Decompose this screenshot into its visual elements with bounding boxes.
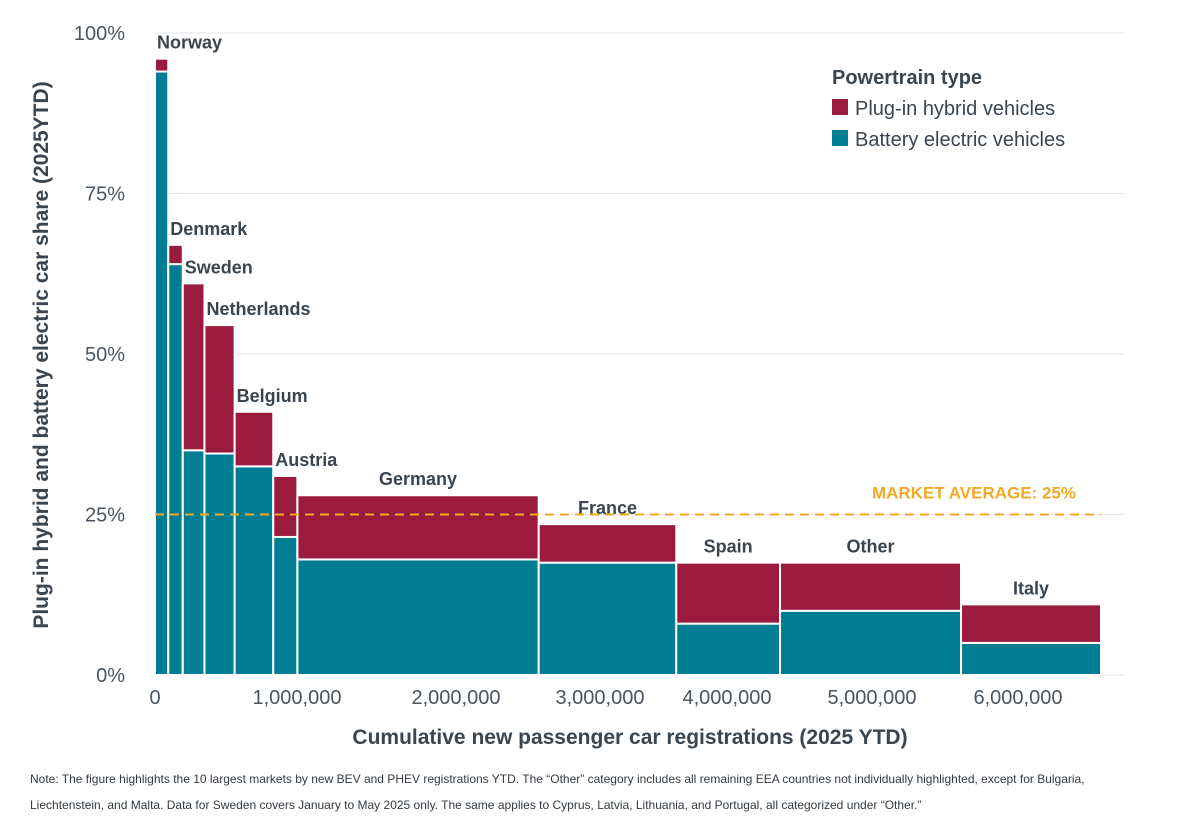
footnote: Note: The figure highlights the 10 large… <box>30 772 1085 812</box>
x-tick-label: 4,000,000 <box>683 687 772 709</box>
bar-bev <box>167 263 184 676</box>
bar-phev <box>203 324 236 455</box>
y-tick-label: 25% <box>85 505 125 527</box>
country-label: Germany <box>379 469 457 489</box>
bars: Norway Denmark Sweden Netherlands Belgium Aus… <box>154 33 1103 677</box>
bar-phev <box>181 282 206 452</box>
bar-bev <box>181 449 206 676</box>
legend-swatch-phev <box>832 99 848 115</box>
bar-phev <box>154 57 170 73</box>
market-average: MARKET AVERAGE: 25% <box>155 484 1101 516</box>
bar-phev <box>272 474 299 538</box>
y-axis-title: Plug-in hybrid and battery electric car … <box>30 81 53 628</box>
legend-title: Powertrain type <box>832 67 982 89</box>
bar-bev <box>675 622 782 677</box>
x-tick-label: 3,000,000 <box>556 687 645 709</box>
x-tick-label: 6,000,000 <box>974 687 1063 709</box>
bar-bev <box>296 558 540 676</box>
bar-phev <box>537 523 678 564</box>
bar-phev <box>233 410 275 468</box>
legend-label-phev: Plug-in hybrid vehicles <box>855 98 1055 120</box>
chart: Norway Denmark Sweden Netherlands Belgium Aus… <box>30 23 1125 749</box>
bar-phev <box>960 603 1103 644</box>
country-label: Norway <box>157 33 222 53</box>
legend-label-bev: Battery electric vehicles <box>855 129 1065 151</box>
market-average-label: MARKET AVERAGE: 25% <box>872 484 1076 503</box>
legend-swatch-bev <box>832 130 848 146</box>
x-tick-label: 5,000,000 <box>828 687 917 709</box>
x-axis-title: Cumulative new passenger car registratio… <box>352 726 907 749</box>
y-tick-label: 50% <box>85 344 125 366</box>
bar-bev <box>960 641 1103 677</box>
country-label: Netherlands <box>206 299 310 319</box>
tick-labels: 0% 25% 50% 75% 100% 0 1,000,000 2,000,000 3,000,… <box>74 23 1063 709</box>
country-label: Denmark <box>170 219 248 239</box>
bar-bev <box>779 609 963 676</box>
country-label: Austria <box>275 450 338 470</box>
bar-bev <box>537 561 678 677</box>
bar-bev <box>233 465 275 676</box>
bar-phev <box>167 243 184 266</box>
y-tick-label: 0% <box>96 665 125 687</box>
country-label: France <box>578 498 637 518</box>
y-tick-label: 75% <box>85 184 125 206</box>
bar-bev <box>272 535 299 676</box>
bar-bev <box>154 70 170 676</box>
bar-bev <box>203 452 236 677</box>
x-tick-label: 2,000,000 <box>412 687 501 709</box>
country-label: Italy <box>1013 578 1049 598</box>
country-label: Other <box>847 537 895 557</box>
country-label: Belgium <box>237 386 308 406</box>
legend: Powertrain type Plug-in hybrid vehicles … <box>832 67 1065 151</box>
bar-phev <box>675 561 782 625</box>
y-tick-label: 100% <box>74 23 125 45</box>
bar-phev <box>296 494 540 561</box>
x-tick-label: 1,000,000 <box>253 687 342 709</box>
bar-phev <box>779 561 963 612</box>
country-label: Sweden <box>185 257 253 277</box>
country-label: Spain <box>704 537 753 557</box>
x-tick-label: 0 <box>149 687 160 709</box>
